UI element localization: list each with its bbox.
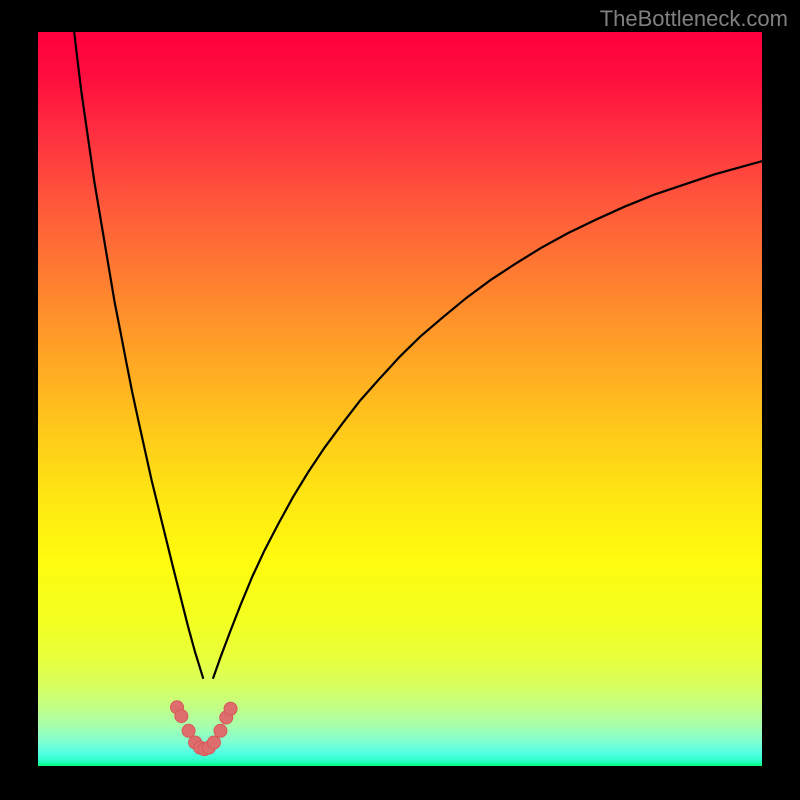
gradient-background <box>0 0 800 800</box>
chart-container: TheBottleneck.com <box>0 0 800 800</box>
watermark-text: TheBottleneck.com <box>600 6 788 32</box>
plot-rect <box>38 32 762 766</box>
